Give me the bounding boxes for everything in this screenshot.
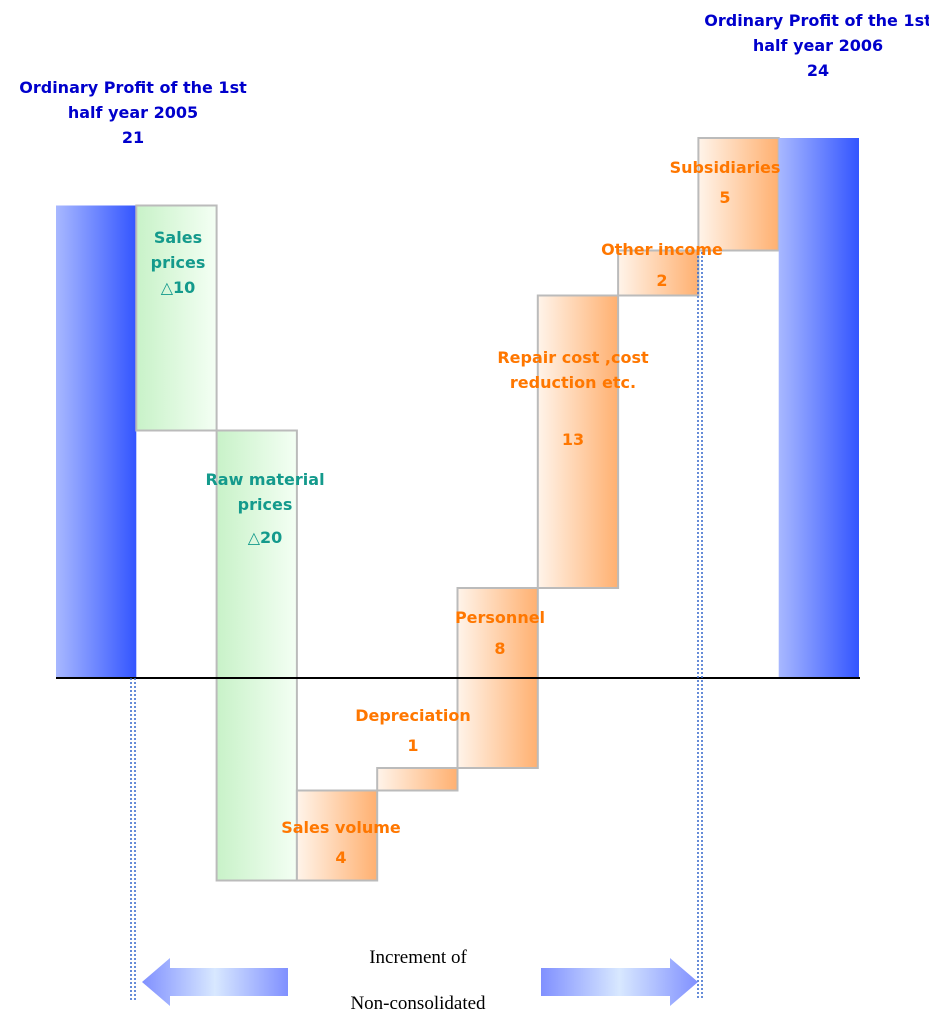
category-label: Subsidiaries <box>669 158 781 177</box>
category-label: Sales prices <box>150 228 206 272</box>
bar <box>376 767 459 792</box>
bar <box>536 294 620 589</box>
bar <box>697 137 780 252</box>
bar <box>135 204 218 432</box>
value-label: 2 <box>656 271 668 290</box>
value-label: 24 <box>806 61 830 80</box>
category-label: Repair cost ,cost reduction etc. <box>497 348 649 392</box>
category-label: Raw material prices <box>205 470 325 514</box>
arrow-right <box>541 958 698 1006</box>
category-label: Sales volume <box>281 818 401 837</box>
bar <box>56 205 137 678</box>
value-label: 1 <box>407 736 419 755</box>
value-label: 21 <box>121 128 145 147</box>
bars <box>56 137 859 882</box>
value-label: 5 <box>719 188 731 207</box>
category-label: Other income <box>601 240 723 259</box>
bar <box>778 138 859 678</box>
annotation: Increment of <box>369 947 467 968</box>
bar <box>617 249 700 297</box>
bar <box>215 429 298 882</box>
annotation: Non-consolidated <box>350 993 486 1014</box>
category-label: Ordinary Profit of the 1st half year 200… <box>704 11 929 55</box>
value-label: 8 <box>494 639 506 658</box>
value-label: △20 <box>247 528 283 547</box>
category-label: Ordinary Profit of the 1st half year 200… <box>19 78 247 122</box>
value-label: 4 <box>335 848 347 867</box>
category-label: Personnel <box>454 608 546 627</box>
bar <box>295 789 379 882</box>
value-label: △10 <box>160 278 196 297</box>
arrow-left <box>142 958 288 1006</box>
category-label: Depreciation <box>355 706 471 725</box>
value-label: 13 <box>561 430 585 449</box>
